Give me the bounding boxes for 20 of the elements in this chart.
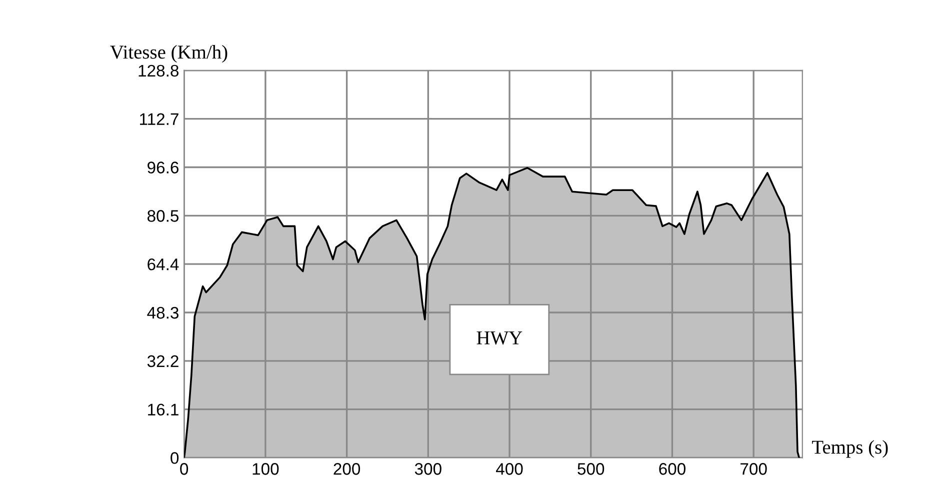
x-tick-label: 600 [659, 463, 686, 475]
y-tick-label: 64.4 [148, 258, 179, 270]
y-tick-label: 112.7 [140, 113, 178, 125]
x-tick-label: 0 [180, 463, 188, 475]
x-tick-label: 300 [414, 463, 442, 475]
annotation: HWY [476, 332, 522, 345]
y-tick-label: 16.1 [148, 404, 178, 416]
y-tick-label: 96.6 [148, 162, 178, 174]
x-tick-label: 200 [334, 463, 360, 475]
y-tick-label: 128.8 [138, 64, 178, 77]
y-tick-label: 32.2 [147, 355, 178, 368]
x-tick-label: 500 [578, 463, 604, 475]
y-tick-label: 80.5 [148, 210, 179, 222]
x-axis-title: Temps (s) [812, 440, 888, 458]
y-tick-label: 0 [170, 452, 179, 464]
y-axis-title: Vitesse (Km/h) [110, 45, 228, 63]
x-tick-label: 400 [496, 463, 523, 475]
x-tick-label: 700 [740, 463, 767, 475]
x-tick-label: 100 [252, 463, 279, 475]
y-tick-label: 48.3 [147, 306, 178, 319]
